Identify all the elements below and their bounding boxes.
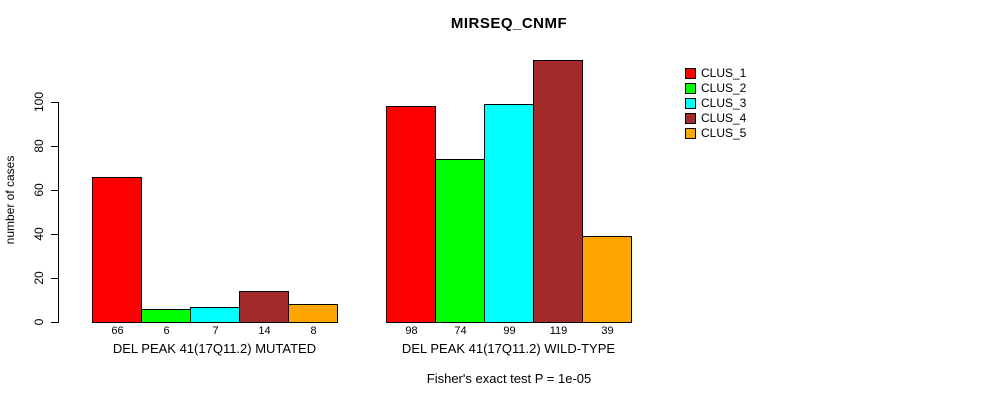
y-axis-tick <box>51 102 59 103</box>
bar-value-label: 6 <box>163 325 170 337</box>
legend-label: CLUS_2 <box>701 81 747 95</box>
legend: CLUS_1 CLUS_2 CLUS_3 CLUS_4 CLUS_5 <box>685 67 835 142</box>
legend-label: CLUS_3 <box>701 96 747 110</box>
bar-clus_1-group2 <box>386 106 436 323</box>
bar-clus_5-group1 <box>288 304 338 323</box>
y-axis-tick <box>51 278 59 279</box>
bar-value-label: 99 <box>503 325 516 337</box>
chart-title: MIRSEQ_CNMF <box>450 15 568 32</box>
y-axis-tick-label: 40 <box>32 227 46 241</box>
bar-value-label: 74 <box>454 325 467 337</box>
bar-clus_4-group1 <box>239 291 289 323</box>
legend-item-clus_2: CLUS_2 <box>685 82 835 97</box>
legend-label: CLUS_5 <box>701 126 747 140</box>
bar-value-label: 39 <box>601 325 614 337</box>
legend-item-clus_5: CLUS_5 <box>685 127 835 142</box>
legend-item-clus_1: CLUS_1 <box>685 67 835 82</box>
bar-clus_2-group1 <box>141 309 191 323</box>
fisher-test-annotation: Fisher's exact test P = 1e-05 <box>426 371 592 386</box>
y-axis-tick <box>51 190 59 191</box>
legend-swatch-clus_2 <box>685 83 696 94</box>
legend-swatch-clus_3 <box>685 98 696 109</box>
legend-swatch-clus_1 <box>685 68 696 79</box>
legend-item-clus_4: CLUS_4 <box>685 112 835 127</box>
group-label: DEL PEAK 41(17Q11.2) MUTATED <box>112 341 317 356</box>
legend-swatch-clus_5 <box>685 128 696 139</box>
bar-clus_4-group2 <box>533 60 583 323</box>
y-axis-tick-label: 60 <box>32 183 46 197</box>
y-axis-tick <box>51 146 59 147</box>
y-axis-tick-label: 80 <box>32 139 46 153</box>
legend-item-clus_3: CLUS_3 <box>685 97 835 112</box>
bar-value-label: 8 <box>310 325 317 337</box>
bar-value-label: 7 <box>212 325 219 337</box>
y-axis-tick-label: 100 <box>32 91 46 113</box>
y-axis-line <box>58 102 59 323</box>
y-axis-tick-label: 20 <box>32 271 46 285</box>
legend-label: CLUS_1 <box>701 66 747 80</box>
bar-value-label: 98 <box>405 325 418 337</box>
bar-value-label: 119 <box>549 325 568 337</box>
y-axis-tick-label: 0 <box>32 318 46 326</box>
bar-value-label: 14 <box>258 325 271 337</box>
group-label: DEL PEAK 41(17Q11.2) WILD-TYPE <box>401 341 616 356</box>
y-axis-tick <box>51 322 59 323</box>
legend-swatch-clus_4 <box>685 113 696 124</box>
bar-clus_3-group2 <box>484 104 534 323</box>
bar-clus_5-group2 <box>582 236 632 323</box>
legend-label: CLUS_4 <box>701 111 747 125</box>
bar-clus_1-group1 <box>92 177 142 323</box>
bar-value-label: 66 <box>111 325 124 337</box>
bar-clus_3-group1 <box>190 307 240 323</box>
y-axis-tick <box>51 234 59 235</box>
bar-clus_2-group2 <box>435 159 485 323</box>
